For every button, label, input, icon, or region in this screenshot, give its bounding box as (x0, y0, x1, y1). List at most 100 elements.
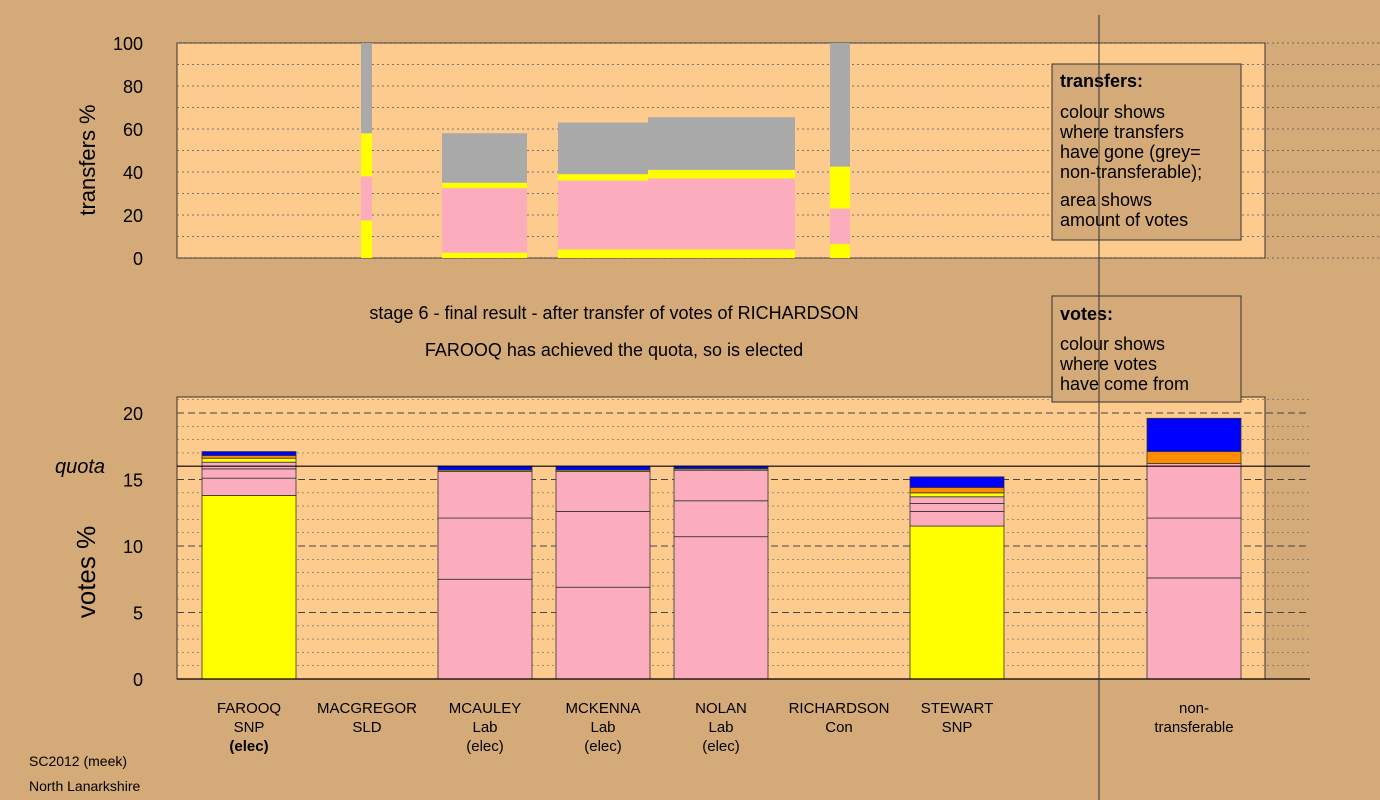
transfer-segment (361, 43, 372, 134)
vote-segment (437, 578, 533, 680)
candidate-label-line: Lab (590, 719, 615, 736)
transfer-segment (648, 178, 795, 250)
vote-segment (673, 469, 769, 502)
votes-y-axis-label: votes % (71, 526, 101, 619)
candidate-label-line: STEWART (921, 700, 994, 717)
votes-panel: 0 5 10 15 20 quota votes % FAROOQ SNP (elec) MA… (55, 396, 1310, 755)
vote-segment (201, 477, 297, 496)
candidate-labels: FAROOQ SNP (elec) MACGREGOR SLD MCAULEY Lab (el… (217, 700, 1234, 755)
candidate-label-line: SNP (942, 719, 973, 736)
transfer-segment (558, 122, 648, 175)
votes-y-tick: 15 (123, 471, 143, 491)
legend-votes-line: colour shows (1060, 334, 1165, 354)
legend-transfers-title: transfers: (1060, 71, 1143, 91)
legend-votes-line: have come from (1060, 374, 1189, 394)
vote-segment (909, 525, 1005, 680)
legend-transfers-line: area shows (1060, 190, 1152, 210)
legend-transfers-line: where transfers (1059, 122, 1184, 142)
vote-segment (437, 517, 533, 580)
vote-segment (201, 457, 297, 463)
transfer-segment (830, 43, 850, 167)
candidate-label-line: NOLAN (695, 700, 747, 717)
transfer-segment (442, 133, 527, 183)
vote-segment (1146, 451, 1242, 464)
stage-subtitle: FAROOQ has achieved the quota, so is ele… (425, 340, 803, 360)
legend-transfers-line: amount of votes (1060, 210, 1188, 230)
transfers-y-axis-label: transfers % (75, 104, 100, 215)
candidate-label-line: (elec) (229, 738, 268, 755)
legend-votes-line: where votes (1059, 354, 1157, 374)
transfers-y-tick: 0 (133, 249, 143, 269)
candidate-label-line: MCAULEY (449, 700, 522, 717)
candidate-label-line: MACGREGOR (317, 700, 417, 717)
legend-votes-box (1051, 295, 1242, 403)
legend-transfers: transfers: colour shows where transfers … (1051, 63, 1242, 241)
transfer-segment (361, 176, 372, 221)
transfer-segment (442, 182, 527, 189)
transfer-segment (558, 180, 648, 250)
candidate-label-line: MCKENNA (565, 700, 640, 717)
vote-segment (555, 471, 651, 512)
transfer-segment (648, 117, 795, 170)
vote-segment (201, 461, 297, 470)
candidate-label-line: FAROOQ (217, 700, 281, 717)
vote-segment (1146, 463, 1242, 519)
transfer-segment (442, 252, 527, 258)
vote-segment (909, 476, 1005, 488)
vote-segment (909, 492, 1005, 498)
transfers-y-tick-labels: 0 20 40 60 80 100 (113, 34, 143, 269)
transfer-segment (361, 133, 372, 177)
candidate-label-line: (elec) (584, 738, 622, 755)
votes-y-tick: 5 (133, 604, 143, 624)
candidate-label-line: SNP (234, 719, 265, 736)
vote-segment (909, 511, 1005, 527)
transfer-segment (830, 208, 850, 245)
transfer-segment (558, 174, 648, 181)
vote-segment (909, 496, 1005, 504)
transfer-segment (442, 188, 527, 253)
legend-transfers-line: colour shows (1060, 102, 1165, 122)
quota-label: quota (55, 456, 105, 478)
vote-segment (909, 503, 1005, 512)
candidate-label-line: Con (825, 719, 853, 736)
legend-transfers-box (1051, 63, 1242, 241)
stage-title: stage 6 - final result - after transfer … (369, 303, 858, 323)
transfer-segment (558, 249, 648, 258)
votes-y-tick: 20 (123, 404, 143, 424)
transfers-y-tick: 20 (123, 206, 143, 226)
vote-segment (437, 471, 533, 519)
vote-segment (201, 468, 297, 479)
transfer-segment (830, 244, 850, 258)
vote-segment (909, 487, 1005, 494)
legend-votes: votes: colour shows where votes have com… (1051, 295, 1242, 403)
vote-segment (673, 500, 769, 538)
transfer-segment (648, 249, 795, 258)
vote-segment (1146, 517, 1242, 579)
transfers-y-tick: 40 (123, 163, 143, 183)
candidate-label-line: (elec) (466, 738, 504, 755)
transfer-segment (830, 166, 850, 209)
vote-segment (1146, 417, 1242, 452)
candidate-label-line: Lab (472, 719, 497, 736)
votes-y-tick-labels: 0 5 10 15 20 (123, 404, 143, 690)
transfers-y-tick: 60 (123, 120, 143, 140)
transfers-y-tick: 80 (123, 77, 143, 97)
votes-bars (201, 417, 1242, 680)
legend-transfers-line: non-transferable); (1060, 162, 1202, 182)
transfer-segment (361, 220, 372, 258)
footer-line-1: SC2012 (meek) (29, 753, 127, 769)
candidate-label-line: RICHARDSON (789, 700, 890, 717)
candidate-label-line: Lab (708, 719, 733, 736)
vote-segment (673, 536, 769, 680)
transfers-y-tick: 100 (113, 34, 143, 54)
legend-votes-title: votes: (1060, 304, 1113, 324)
candidate-label-line: transferable (1154, 719, 1233, 736)
transfers-bars (361, 43, 850, 258)
vote-segment (201, 495, 297, 680)
votes-y-tick: 10 (123, 537, 143, 557)
candidate-label-line: SLD (352, 719, 381, 736)
candidate-label-line: non- (1179, 700, 1209, 717)
vote-segment (201, 451, 297, 456)
candidate-label-line: (elec) (702, 738, 740, 755)
